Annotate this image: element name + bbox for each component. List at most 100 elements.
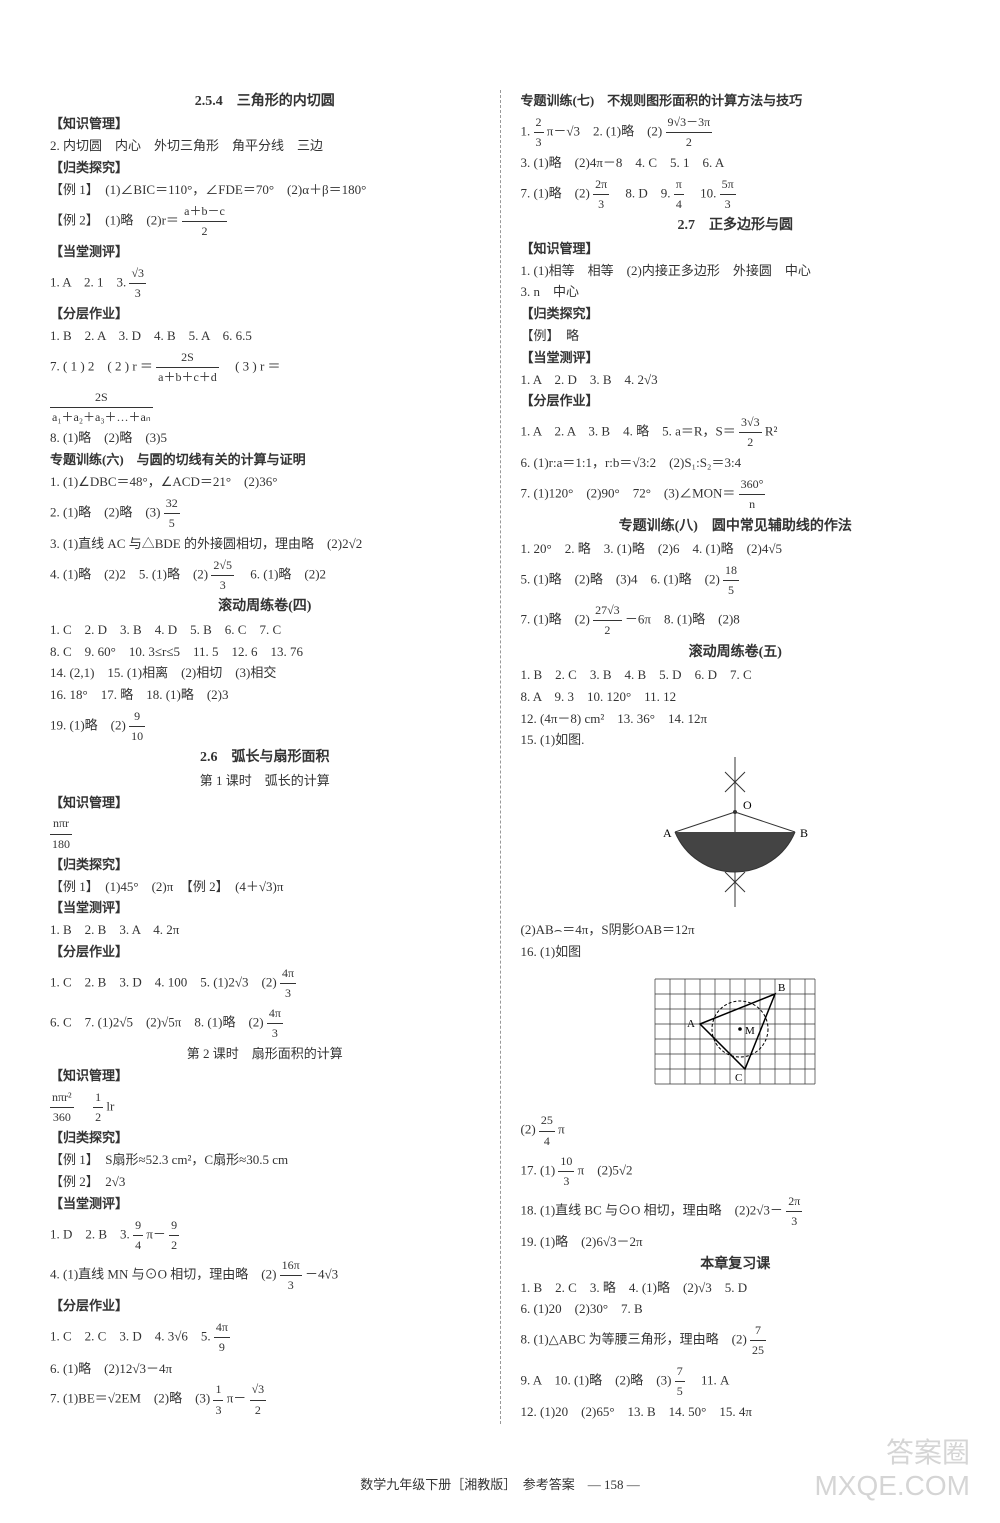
heading: 【知识管理】: [50, 114, 480, 135]
text-line: 1. B 2. C 3. B 4. B 5. D 6. D 7. C: [521, 665, 951, 686]
heading: 【知识管理】: [50, 1066, 480, 1087]
text-line: 3. (1)略 (2)4π－8 4. C 5. 1 6. A: [521, 153, 951, 174]
heading: 【分层作业】: [521, 391, 951, 412]
column-divider: [500, 90, 501, 1424]
text: 1. A 2. 1 3.: [50, 274, 129, 289]
text-line: 7. (1)120° (2)90° 72° (3)∠MON＝ 360°n: [521, 475, 951, 514]
fraction: 3√32: [739, 413, 762, 452]
heading: 【当堂测评】: [50, 242, 480, 263]
fraction: 94: [133, 1216, 143, 1255]
text: 9. A 10. (1)略 (2)略 (3): [521, 1372, 672, 1387]
text-line: 6. (1)20 (2)30° 7. B: [521, 1299, 951, 1320]
fraction: 23: [534, 113, 544, 152]
text-line: 1. A 2. A 3. B 4. 略 5. a＝R，S＝ 3√32 R²: [521, 413, 951, 452]
fraction: nπr²360: [50, 1088, 74, 1127]
text: 17. (1): [521, 1162, 556, 1177]
section-title: 2.6 弧长与扇形面积: [50, 747, 480, 769]
heading: 【归类探究】: [521, 304, 951, 325]
fraction: 325: [164, 494, 180, 533]
text: 1.: [521, 123, 534, 138]
text-line: 7. ( 1 ) 2 ( 2 ) r ＝ 2Sa＋b＋c＋d ( 3 ) r ＝: [50, 348, 480, 387]
text-line: 6. C 7. (1)2√5 (2)√5π 8. (1)略 (2) 4π3: [50, 1004, 480, 1043]
text: 5. (1)略 (2)略 (3)4 6. (1)略 (2): [521, 572, 720, 587]
page: 2.5.4 三角形的内切圆 【知识管理】 2. 内切圆 内心 外切三角形 角平分…: [0, 0, 1000, 1464]
text-line: 8. (1)略 (2)略 (3)5: [50, 428, 480, 449]
heading: 【知识管理】: [50, 793, 480, 814]
text-line: 4. (1)直线 MN 与⊙O 相切，理由略 (2) 16π3 －4√3: [50, 1256, 480, 1295]
fraction: 4π9: [214, 1318, 230, 1357]
topic-title: 专题训练(七) 不规则图形面积的计算方法与技巧: [521, 91, 951, 112]
fraction: 9√3－3π2: [666, 113, 713, 152]
sub-title: 第 1 课时 弧长的计算: [50, 771, 480, 792]
fraction: 2√53: [211, 556, 234, 595]
text: 7. ( 1 ) 2 ( 2 ) r ＝: [50, 358, 156, 373]
text-line: 1. B 2. C 3. 略 4. (1)略 (2)√3 5. D: [521, 1278, 951, 1299]
text: 7. (1)120° (2)90° 72° (3)∠MON＝: [521, 486, 736, 501]
label-M: M: [745, 1025, 755, 1037]
text-line: 1. 23 π－√3 2. (1)略 (2) 9√3－3π2: [521, 113, 951, 152]
fraction: 2π3: [786, 1192, 802, 1231]
text: 7. (1)略 (2): [521, 186, 590, 201]
text: 6. (1)略 (2)2: [237, 567, 326, 582]
fraction: 13: [213, 1380, 223, 1419]
figure-grid: A B M C: [521, 969, 951, 1106]
text: 1. C 2. B 3. D 4. 100 5. (1)2√3 (2): [50, 974, 277, 989]
text-line: 【例 1】 (1)45° (2)π 【例 2】 (4＋√3)π: [50, 877, 480, 898]
text: 19. (1)略 (2): [50, 718, 126, 733]
text: －4√3: [305, 1267, 338, 1282]
heading: 【归类探究】: [50, 1128, 480, 1149]
text: 8. (1)△ABC 为等腰三角形，理由略 (2): [521, 1332, 747, 1347]
label-O: O: [743, 798, 752, 812]
text: ( 3 ) r ＝: [222, 358, 281, 373]
text: 2. (1)略 (2)略 (3): [50, 505, 160, 520]
section-title: 2.7 正多边形与圆: [521, 215, 951, 237]
text-line: 1. C 2. C 3. D 4. 3√6 5. 4π9: [50, 1318, 480, 1357]
watermark-line2: MXQE.COM: [814, 1469, 970, 1503]
text: 10.: [687, 186, 720, 201]
text: π－: [227, 1391, 247, 1406]
heading: 【当堂测评】: [50, 1194, 480, 1215]
text: 8. D 9.: [612, 186, 673, 201]
text: 7. (1)BE＝√2EM (2)略 (3): [50, 1391, 210, 1406]
fraction: nπr180: [50, 814, 72, 853]
fraction: 75: [675, 1362, 685, 1401]
text-line: 1. C 2. D 3. B 4. D 5. B 6. C 7. C: [50, 620, 480, 641]
topic-title: 专题训练(八) 圆中常见辅助线的作法: [521, 516, 951, 538]
text-line: 12. (1)20 (2)65° 13. B 14. 50° 15. 4π: [521, 1402, 951, 1423]
fraction: 2Sa＋b＋c＋d: [156, 348, 219, 387]
text: π: [558, 1122, 565, 1137]
text-line: (2) 254 π: [521, 1111, 951, 1150]
heading: 【归类探究】: [50, 855, 480, 876]
text: 1. A 2. A 3. B 4. 略 5. a＝R，S＝: [521, 424, 736, 439]
fraction: 2π3: [593, 175, 609, 214]
text-line: 14. (2,1) 15. (1)相离 (2)相切 (3)相交: [50, 663, 480, 684]
heading: 【分层作业】: [50, 942, 480, 963]
text: 6. C 7. (1)2√5 (2)√5π 8. (1)略 (2): [50, 1015, 264, 1030]
section-title: 2.5.4 三角形的内切圆: [50, 91, 480, 113]
text-line: 7. (1)BE＝√2EM (2)略 (3) 13 π－ √32: [50, 1380, 480, 1419]
label-A: A: [687, 1018, 695, 1030]
label-B: B: [800, 826, 808, 840]
text-line: 1. (1)相等 相等 (2)内接正多边形 外接圆 中心: [521, 261, 951, 282]
text: 【例 2】 (1)略 (2)r＝: [50, 212, 179, 227]
text: 4. (1)直线 MN 与⊙O 相切，理由略 (2): [50, 1267, 276, 1282]
text-line: 7. (1)略 (2) 2π3 8. D 9. π4 10. 5π3: [521, 175, 951, 214]
text: (2): [521, 1122, 536, 1137]
text-line: 6. (1)略 (2)12√3－4π: [50, 1359, 480, 1380]
text-line: 2Sa₁＋a₂＋a₃＋…＋aₙ: [50, 388, 480, 427]
text-line: 18. (1)直线 BC 与⊙O 相切，理由略 (2)2√3－ 2π3: [521, 1192, 951, 1231]
right-column: 专题训练(七) 不规则图形面积的计算方法与技巧 1. 23 π－√3 2. (1…: [521, 90, 951, 1424]
text-line: 2. (1)略 (2)略 (3) 325: [50, 494, 480, 533]
text-line: 1. B 2. B 3. A 4. 2π: [50, 920, 480, 941]
fraction: 4π3: [280, 964, 296, 1003]
text-line: 1. C 2. B 3. D 4. 100 5. (1)2√3 (2) 4π3: [50, 964, 480, 1003]
text-line: 1. A 2. 1 3. √33: [50, 264, 480, 303]
text-line: 【例 1】 (1)∠BIC＝110°，∠FDE＝70° (2)α＋β＝180°: [50, 180, 480, 201]
fraction: 360°n: [739, 475, 766, 514]
fraction: 185: [723, 561, 739, 600]
fraction: 103: [558, 1152, 574, 1191]
text-line: 1. B 2. A 3. D 4. B 5. A 6. 6.5: [50, 326, 480, 347]
sub-title: 第 2 课时 扇形面积的计算: [50, 1044, 480, 1065]
text: 18. (1)直线 BC 与⊙O 相切，理由略 (2)2√3－: [521, 1203, 783, 1218]
text: 4. (1)略 (2)2 5. (1)略 (2): [50, 567, 208, 582]
